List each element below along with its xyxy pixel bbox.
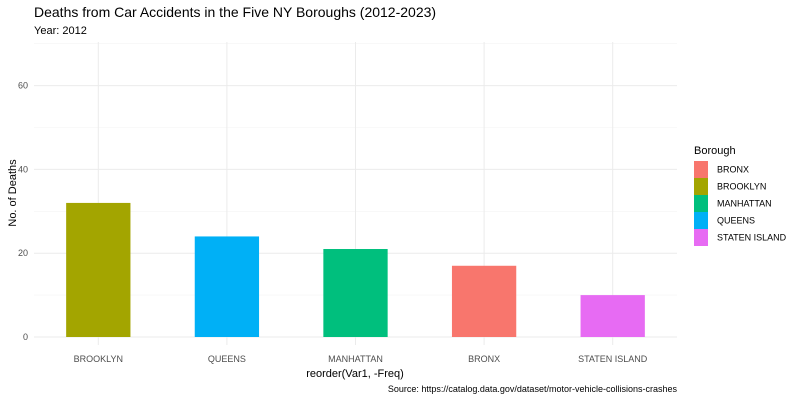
legend-label: STATEN ISLAND	[717, 233, 787, 243]
bar-queens	[194, 236, 260, 337]
y-tick-label: 20	[18, 248, 28, 258]
legend-swatch	[694, 212, 708, 229]
legend-label: MANHATTAN	[717, 199, 772, 209]
bar-bronx	[451, 265, 517, 337]
legend-label: BROOKLYN	[717, 182, 766, 192]
chart-subtitle: Year: 2012	[34, 25, 87, 37]
bar-staten-island	[580, 295, 645, 337]
bar-brooklyn	[66, 202, 131, 337]
x-axis-title: reorder(Var1, -Freq)	[306, 368, 404, 380]
legend: Borough BRONX BROOKLYN MANHATTAN QUEENS STAT…	[694, 145, 787, 246]
x-tick-label: STATEN ISLAND	[578, 354, 648, 364]
y-tick-label: 40	[18, 164, 28, 174]
chart-caption: Source: https://catalog.data.gov/dataset…	[388, 384, 678, 394]
y-axis-ticks: 0 20 40 60	[18, 81, 28, 342]
y-tick-label: 60	[18, 81, 28, 91]
legend-label: BRONX	[717, 165, 749, 175]
bars-layer	[66, 202, 645, 337]
chart-title: Deaths from Car Accidents in the Five NY…	[34, 4, 436, 20]
x-axis-ticks: BROOKLYN QUEENS MANHATTAN BRONX STATEN ISLAN…	[74, 354, 648, 364]
y-axis-title: No. of Deaths	[7, 159, 19, 227]
x-tick-label: BRONX	[468, 354, 500, 364]
y-tick-label: 0	[23, 332, 28, 342]
x-tick-label: BROOKLYN	[74, 354, 123, 364]
bar-manhattan	[323, 249, 388, 337]
legend-swatch	[694, 195, 708, 212]
legend-title: Borough	[694, 145, 736, 157]
legend-swatch	[694, 178, 708, 195]
x-tick-label: MANHATTAN	[328, 354, 383, 364]
legend-swatch	[694, 229, 708, 246]
legend-swatch	[694, 161, 708, 178]
x-tick-label: QUEENS	[208, 354, 246, 364]
legend-label: QUEENS	[717, 216, 755, 226]
